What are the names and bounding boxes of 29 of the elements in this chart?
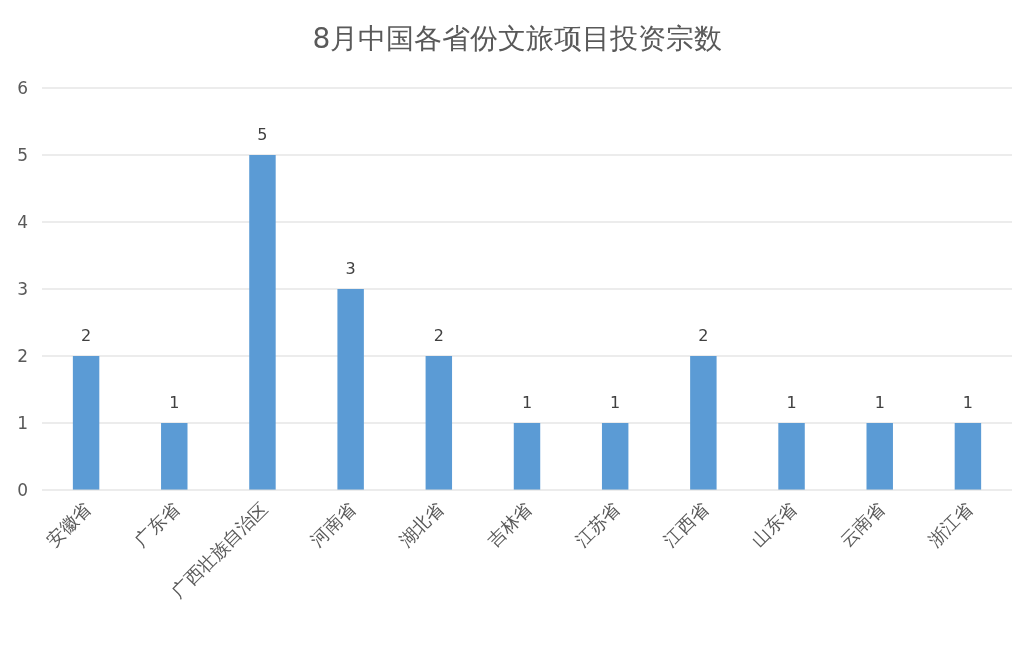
- y-tick-label: 5: [17, 145, 28, 165]
- data-label: 1: [786, 393, 797, 412]
- data-label: 2: [81, 326, 92, 345]
- x-tick-label: 湖北省: [394, 497, 448, 552]
- data-label: 2: [433, 326, 444, 345]
- x-tick-label: 吉林省: [482, 497, 536, 552]
- x-tick-label: 广东省: [130, 497, 184, 552]
- data-label: 1: [169, 393, 180, 412]
- y-tick-label: 0: [17, 480, 28, 500]
- data-label: 5: [257, 125, 268, 144]
- data-label: 1: [610, 393, 621, 412]
- x-tick-label: 安徽省: [41, 497, 95, 552]
- data-label: 1: [521, 393, 533, 412]
- x-tick-label: 浙江省: [923, 497, 977, 552]
- data-label: 1: [874, 393, 885, 412]
- y-tick-label: 1: [17, 413, 28, 433]
- y-tick-label: 3: [17, 279, 28, 299]
- y-tick-label: 6: [17, 78, 28, 98]
- data-label: 2: [698, 326, 709, 345]
- x-tick-label: 河南省: [306, 497, 360, 552]
- title: 8月中国各省份文旅项目投资宗数: [312, 22, 723, 55]
- x-tick-label: 江西省: [659, 497, 713, 552]
- y-tick-label: 2: [17, 346, 28, 366]
- y-tick-label: 4: [17, 212, 28, 232]
- data-label: 1: [962, 393, 973, 412]
- x-tick-label: 江苏省: [570, 497, 625, 552]
- x-tick-label: 云南省: [835, 497, 889, 552]
- x-tick-label: 山东省: [747, 497, 801, 552]
- data-label: 3: [345, 259, 356, 278]
